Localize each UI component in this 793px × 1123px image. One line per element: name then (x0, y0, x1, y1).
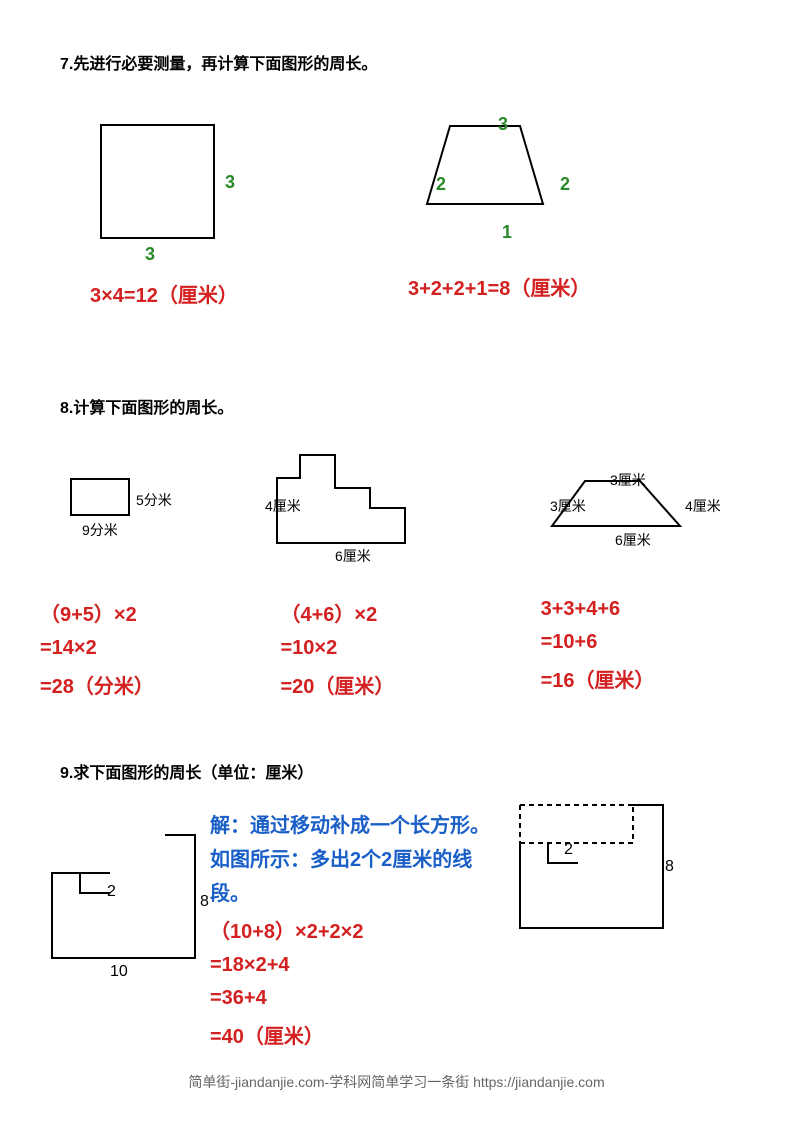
p9-exp-line1: 解：通过移动补成一个长方形。 (210, 809, 510, 843)
p9-fig1-label-2: 2 (107, 883, 116, 901)
p8-trap-ans3: =16（厘米） (541, 664, 733, 693)
p8-trap-ans2: =10+6 (541, 631, 733, 654)
p8-trap-answer-col: 3+3+4+6 =10+6 =16（厘米） (541, 598, 733, 699)
page-footer: 简单街-jiandanjie.com-学科网简单学习一条街 https://ji… (0, 1072, 793, 1092)
p8-rect-h-label: 5分米 (136, 490, 172, 510)
p8-trap-right-label: 4厘米 (685, 496, 721, 516)
p8-trap-left-label: 3厘米 (550, 496, 586, 516)
p8-trap-ans1: 3+3+4+6 (541, 598, 733, 621)
p9-fig1-label-10: 10 (110, 963, 128, 981)
p8-rect-ans3: =28（分米） (40, 670, 281, 699)
problem-8-answers: （9+5）×2 =14×2 =28（分米） （4+6）×2 =10×2 =20（… (60, 598, 733, 699)
p7-trapezoid-shape (425, 124, 550, 209)
problem-7-figures: 3 3 3×4=12（厘米） 3 2 2 1 3+2+2+1=8（厘米） (90, 94, 733, 334)
p9-fig2-label-8: 8 (665, 858, 674, 876)
problem-8: 8.计算下面图形的周长。 5分米 9分米 4厘米 6厘米 3厘米 3厘米 4厘米… (60, 394, 733, 699)
p8-rect-w-label: 9分米 (82, 520, 118, 540)
p9-calc1: （10+8）×2+2×2 (210, 915, 510, 944)
p7-trap-right-label: 2 (560, 174, 570, 195)
p9-fig2-shape (518, 803, 668, 933)
p7-square-answer: 3×4=12（厘米） (90, 279, 238, 308)
p9-fig1-shape (50, 833, 200, 963)
p7-square-right-label: 3 (225, 172, 235, 193)
p7-trap-answer: 3+2+2+1=8（厘米） (408, 272, 590, 301)
p8-step-ans2: =10×2 (281, 637, 531, 660)
problem-8-figures: 5分米 9分米 4厘米 6厘米 3厘米 3厘米 4厘米 6厘米 (60, 438, 733, 588)
p8-step-left-label: 4厘米 (265, 496, 301, 516)
problem-9-title: 9.求下面图形的周长（单位：厘米） (60, 759, 733, 783)
p8-rect-answer-col: （9+5）×2 =14×2 =28（分米） (40, 598, 281, 699)
p8-step-ans3: =20（厘米） (281, 670, 531, 699)
p8-rect-ans1: （9+5）×2 (40, 598, 281, 627)
problem-9: 9.求下面图形的周长（单位：厘米） 2 8 10 解：通过移动补成一个长方形。 … (60, 759, 733, 1123)
p8-trap-top-label: 3厘米 (610, 470, 646, 490)
problem-8-title: 8.计算下面图形的周长。 (60, 394, 733, 418)
p9-explanation: 解：通过移动补成一个长方形。 如图所示：多出2个2厘米的线段。 （10+8）×2… (210, 809, 510, 1049)
p8-step-answer-col: （4+6）×2 =10×2 =20（厘米） (281, 598, 531, 699)
p7-trap-bottom-label: 1 (502, 222, 512, 243)
p8-rect-shape (70, 478, 130, 516)
p8-step-ans1: （4+6）×2 (281, 598, 531, 627)
p8-step-bottom-label: 6厘米 (335, 546, 371, 566)
p9-exp-line2: 如图所示：多出2个2厘米的线段。 (210, 843, 510, 911)
p7-trap-top-label: 3 (498, 114, 508, 135)
p9-calc2: =18×2+4 (210, 954, 510, 977)
p9-fig1-label-8: 8 (200, 893, 209, 911)
p9-fig2-label-2: 2 (564, 841, 573, 859)
p7-square-bottom-label: 3 (145, 244, 155, 265)
p7-trap-left-label: 2 (436, 174, 446, 195)
problem-7: 7.先进行必要测量，再计算下面图形的周长。 3 3 3×4=12（厘米） 3 2… (60, 50, 733, 334)
p7-square-shape (100, 124, 215, 239)
p8-rect-ans2: =14×2 (40, 637, 281, 660)
p9-calc4: =40（厘米） (210, 1020, 510, 1049)
problem-7-title: 7.先进行必要测量，再计算下面图形的周长。 (60, 50, 733, 74)
p8-trap-bottom-label: 6厘米 (615, 530, 651, 550)
p9-calc3: =36+4 (210, 987, 510, 1010)
